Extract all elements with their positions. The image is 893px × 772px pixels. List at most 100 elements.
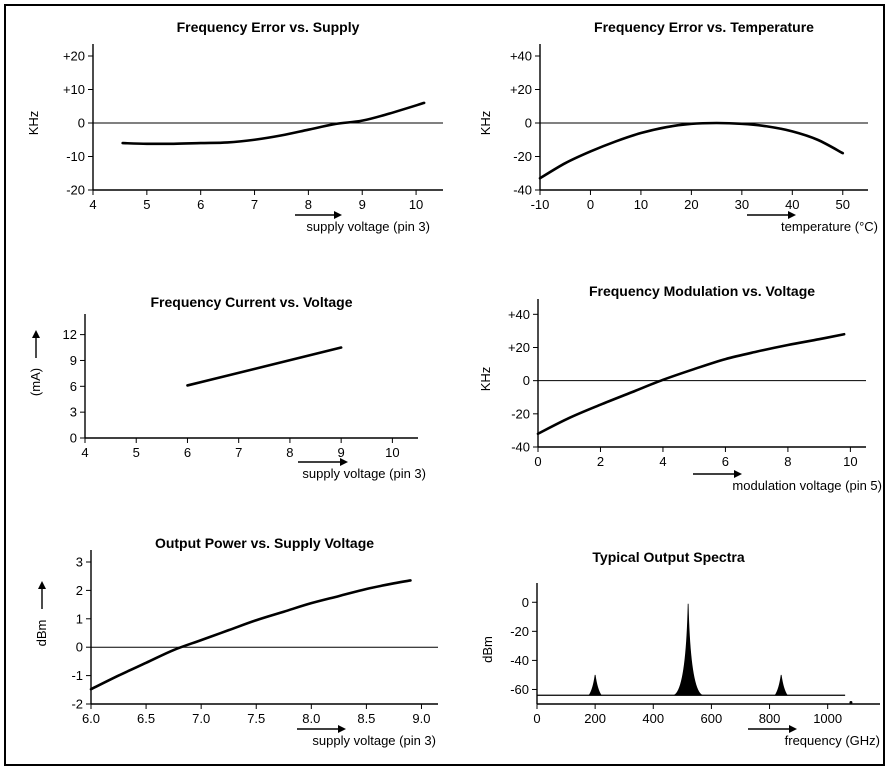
y-axis-label: (mA) [28,368,43,396]
x-tick-label: 8.0 [302,711,320,726]
y-tick-label: 9 [70,353,77,368]
x-tick-label: 0 [534,454,541,469]
y-tick-label: 0 [76,640,83,655]
x-tick-label: 5 [133,445,140,460]
x-tick-label: 30 [735,197,749,212]
y-tick-label: 3 [70,405,77,420]
x-axis-label: modulation voltage (pin 5) [732,478,882,493]
x-tick-label: 20 [684,197,698,212]
x-tick-label: 6 [197,197,204,212]
y-tick-label: +40 [510,49,532,64]
x-tick-label: 6 [184,445,191,460]
y-tick-label: +20 [63,49,85,64]
x-tick-label: 4 [89,197,96,212]
x-arrow-head [340,458,348,466]
y-tick-label: 0 [78,116,85,131]
chart-5: Output Power vs. Supply Voltage 6.0 6.5 7.0… [34,535,438,748]
x-tick-label: 4 [659,454,666,469]
x-tick-label: 40 [785,197,799,212]
x-tick-label: 6.0 [82,711,100,726]
y-axis-label: KHz [26,111,41,136]
y-tick-label: -40 [510,653,529,668]
y-tick-label: -40 [513,183,532,198]
chart-title: Frequency Modulation vs. Voltage [589,283,815,299]
marker-dot [849,701,853,705]
y-tick-label: -20 [510,624,529,639]
chart-title: Frequency Current vs. Voltage [150,294,352,310]
y-axis-label: KHz [478,111,493,136]
y-tick-label: -20 [66,183,85,198]
x-tick-label: 7 [251,197,258,212]
x-tick-label: 10 [634,197,648,212]
x-tick-label: 7.5 [247,711,265,726]
x-tick-label: 0 [587,197,594,212]
x-tick-label: 6.5 [137,711,155,726]
x-tick-label: 1000 [813,711,842,726]
x-tick-label: 9 [359,197,366,212]
x-tick-label: 800 [759,711,781,726]
x-axis-label: supply voltage (pin 3) [312,733,436,748]
y-tick-label: 2 [76,583,83,598]
x-tick-label: 2 [597,454,604,469]
x-axis-label: frequency (GHz) [785,733,880,748]
chart-title: Typical Output Spectra [592,549,744,565]
x-axis-label: supply voltage (pin 3) [302,466,426,481]
y-tick-label: +20 [508,340,530,355]
x-tick-label: 10 [843,454,857,469]
y-tick-label: 12 [63,327,77,342]
chart-1: Frequency Error vs. Supply 4 5 6 7 8 9 10 -20 -10… [26,19,443,234]
x-tick-label: 5 [143,197,150,212]
x-axis-label: temperature (°C) [781,219,878,234]
y-tick-label: -1 [71,668,83,683]
x-tick-label: 9.0 [412,711,430,726]
x-tick-label: 10 [409,197,423,212]
x-tick-label: 7 [235,445,242,460]
series-line [536,332,846,436]
y-axis-label: dBm [34,620,49,647]
y-tick-label: +10 [63,82,85,97]
y-tick-label: 0 [522,595,529,610]
x-arrow-head [334,211,342,219]
y-axis-label: dBm [480,636,495,663]
y-tick-label: 1 [76,611,83,626]
y-tick-label: 6 [70,379,77,394]
y-tick-label: 0 [70,431,77,446]
y-tick-label: -10 [66,149,85,164]
x-tick-label: 7.0 [192,711,210,726]
y-arrow-head [38,581,46,589]
chart-6: Typical Output Spectra 0 200 400 600 800 1000 -… [480,549,880,748]
series-line [186,346,343,387]
y-tick-label: +40 [508,307,530,322]
y-tick-label: 3 [76,555,83,570]
y-tick-label: 0 [523,373,530,388]
x-tick-label: 8 [305,197,312,212]
x-arrow-head [788,211,796,219]
y-tick-label: 0 [525,116,532,131]
y-tick-label: -20 [513,149,532,164]
chart-3: Frequency Current vs. Voltage 4 5 6 7 8 9 10 0 3 6… [28,294,426,481]
chart-title: Frequency Error vs. Temperature [594,19,814,35]
x-tick-label: 400 [642,711,664,726]
y-tick-label: +20 [510,82,532,97]
figure-frame [4,4,885,766]
y-tick-label: -20 [511,406,530,421]
x-arrow-head [734,470,742,478]
x-arrow-head [789,725,797,733]
x-tick-label: 0 [533,711,540,726]
x-tick-label: 10 [385,445,399,460]
x-tick-label: 4 [81,445,88,460]
x-tick-label: 600 [701,711,723,726]
x-tick-label: 8.5 [357,711,375,726]
chart-title: Frequency Error vs. Supply [177,19,360,35]
series-line [121,101,426,146]
y-axis-label: KHz [478,367,493,392]
chart-title: Output Power vs. Supply Voltage [155,535,374,551]
x-tick-label: -10 [531,197,550,212]
y-tick-label: -60 [510,682,529,697]
x-tick-label: 6 [722,454,729,469]
spectrum-peak [673,603,703,696]
x-tick-label: 8 [286,445,293,460]
chart-4: Frequency Modulation vs. Voltage 0 2 4 6 8 10 -… [478,283,882,493]
series-line [538,121,845,180]
